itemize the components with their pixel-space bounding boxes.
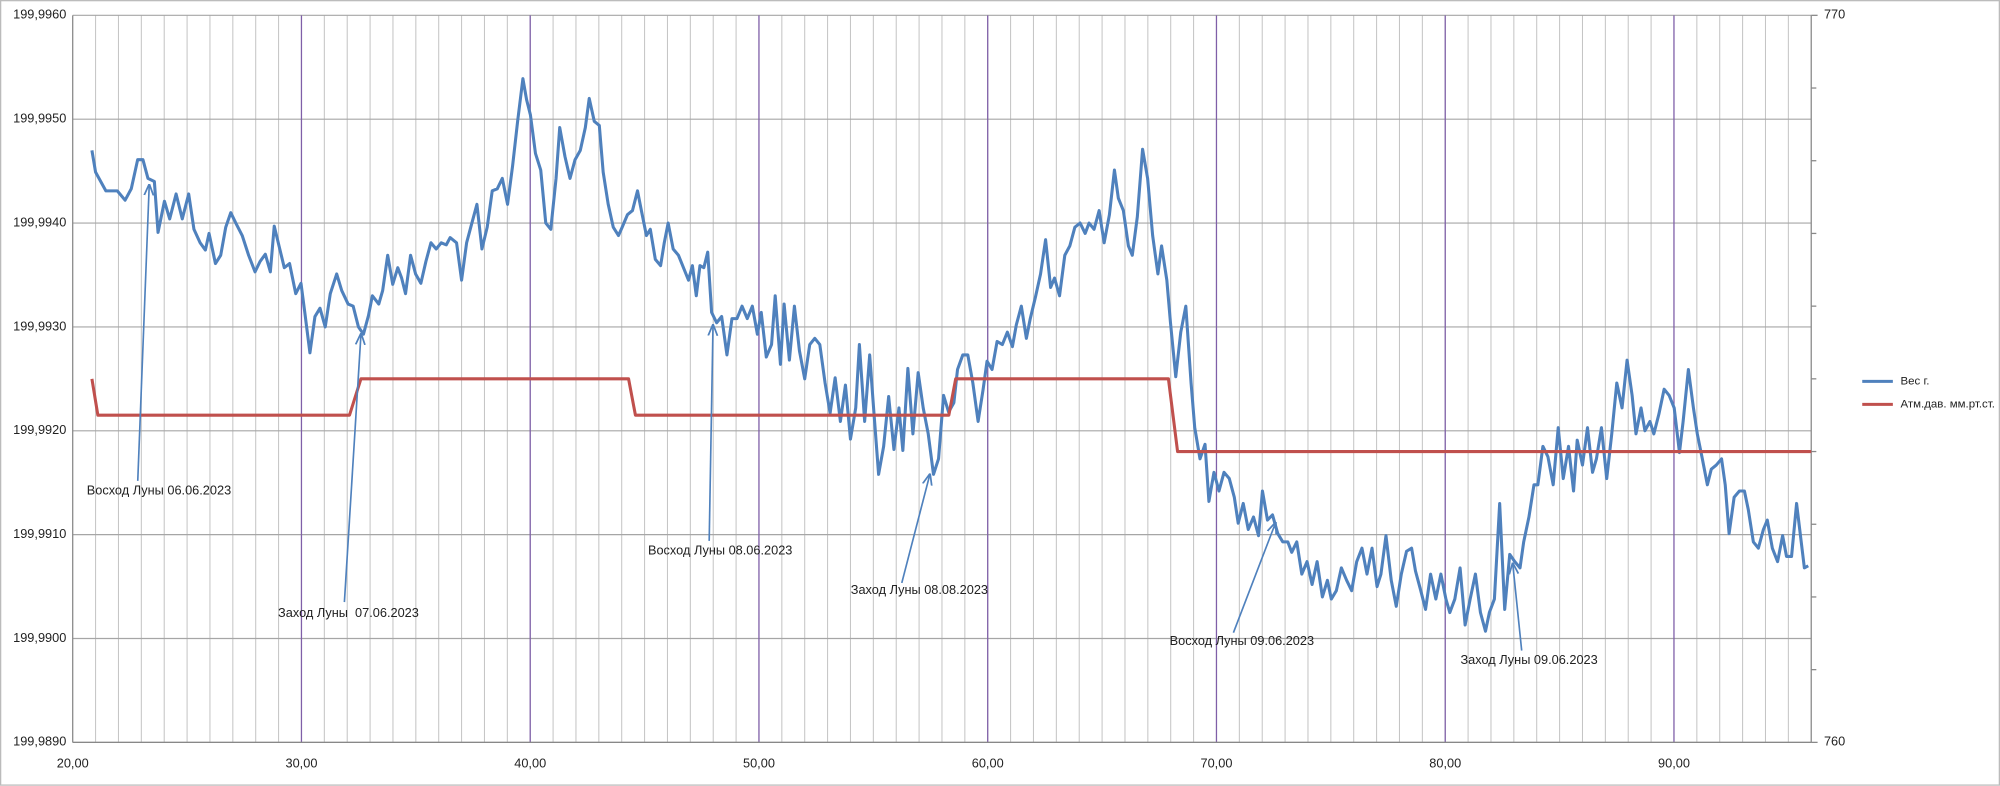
series-line	[90, 77, 1809, 633]
annotation: Заход Луны 07.06.2023	[278, 605, 419, 620]
legend-label: Атм.дав. мм.рт.ст.	[1901, 398, 1995, 410]
y2-tick-label: 770	[1824, 7, 1845, 22]
y-tick-label: 199,9910	[13, 526, 66, 541]
annotation: Заход Луны 08.08.2023	[851, 582, 988, 597]
x-tick-label: 90,00	[1658, 755, 1690, 770]
annotation-arrow	[343, 334, 361, 603]
legend-label: Вес г.	[1901, 375, 1930, 387]
annotation-arrow	[1232, 523, 1275, 633]
y-tick-label: 199,9940	[13, 214, 66, 229]
annotation-arrow	[1513, 564, 1523, 651]
y-tick-label: 199,9960	[13, 7, 66, 22]
y-tick-label: 199,9900	[13, 630, 66, 645]
y2-tick-label: 760	[1824, 734, 1845, 749]
y-tick-label: 199,9890	[13, 734, 66, 749]
y-tick-label: 199,9950	[13, 111, 66, 126]
y-tick-label: 199,9920	[13, 422, 66, 437]
x-tick-label: 60,00	[972, 755, 1004, 770]
x-tick-label: 50,00	[743, 755, 775, 770]
x-tick-label: 30,00	[286, 755, 318, 770]
annotation: Восход Луны 08.06.2023	[648, 542, 792, 557]
annotation-arrow	[900, 475, 930, 584]
x-tick-label: 70,00	[1201, 755, 1233, 770]
y-tick-label: 199,9930	[13, 318, 66, 333]
x-tick-label: 20,00	[57, 755, 89, 770]
annotation: Восход Луны 06.06.2023	[87, 482, 231, 497]
annotation: Заход Луны 09.06.2023	[1460, 652, 1597, 667]
x-tick-label: 40,00	[514, 755, 546, 770]
annotation: Восход Луны 09.06.2023	[1170, 633, 1314, 648]
x-tick-label: 80,00	[1429, 755, 1461, 770]
annotation-arrow	[136, 185, 149, 481]
series-line	[90, 377, 1812, 454]
annotation-arrow	[709, 325, 713, 541]
